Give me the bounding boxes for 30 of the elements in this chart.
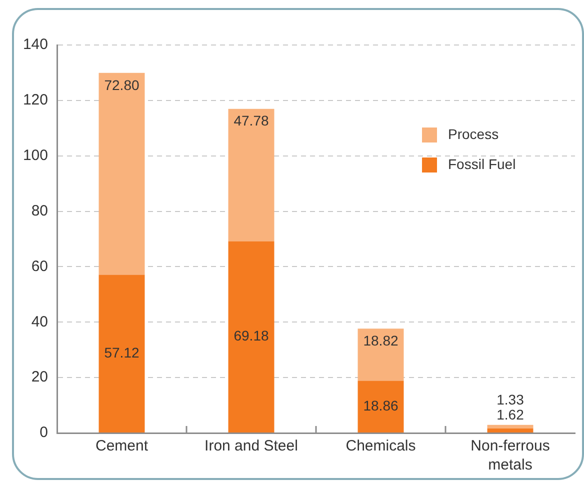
bar <box>228 241 274 432</box>
data-label: 69.18 <box>234 328 269 344</box>
y-tick-label: 140 <box>22 36 48 54</box>
y-tick-label: 120 <box>22 92 48 109</box>
y-tick-label: 40 <box>31 313 48 330</box>
data-label: 1.33 <box>496 392 524 408</box>
y-tick-label: 20 <box>31 368 48 386</box>
legend-label: Process <box>448 126 499 142</box>
data-label: 1.62 <box>496 406 524 423</box>
data-label: 47.78 <box>234 112 269 129</box>
bar <box>98 72 145 275</box>
data-label: 72.80 <box>104 76 140 93</box>
bar <box>228 108 274 242</box>
y-tick-label: 100 <box>22 147 48 164</box>
bar <box>358 380 404 432</box>
data-label: 18.82 <box>363 332 398 348</box>
x-tick-label: Cement <box>95 438 149 455</box>
legend-label: Fossil Fuel <box>448 156 516 172</box>
y-tick-label: 60 <box>31 258 48 275</box>
x-tick-label: Iron and Steel <box>204 438 298 455</box>
bar <box>98 274 145 432</box>
data-label: 57.12 <box>104 344 140 360</box>
x-tick-label: Chemicals <box>346 438 416 455</box>
data-label: 18.86 <box>363 397 398 414</box>
x-tick-label: Non-ferrous metals <box>470 438 550 474</box>
y-tick-label: 0 <box>40 424 48 442</box>
bar <box>487 428 534 432</box>
bar <box>358 328 404 381</box>
y-tick-label: 80 <box>31 202 48 220</box>
bar <box>487 424 534 429</box>
